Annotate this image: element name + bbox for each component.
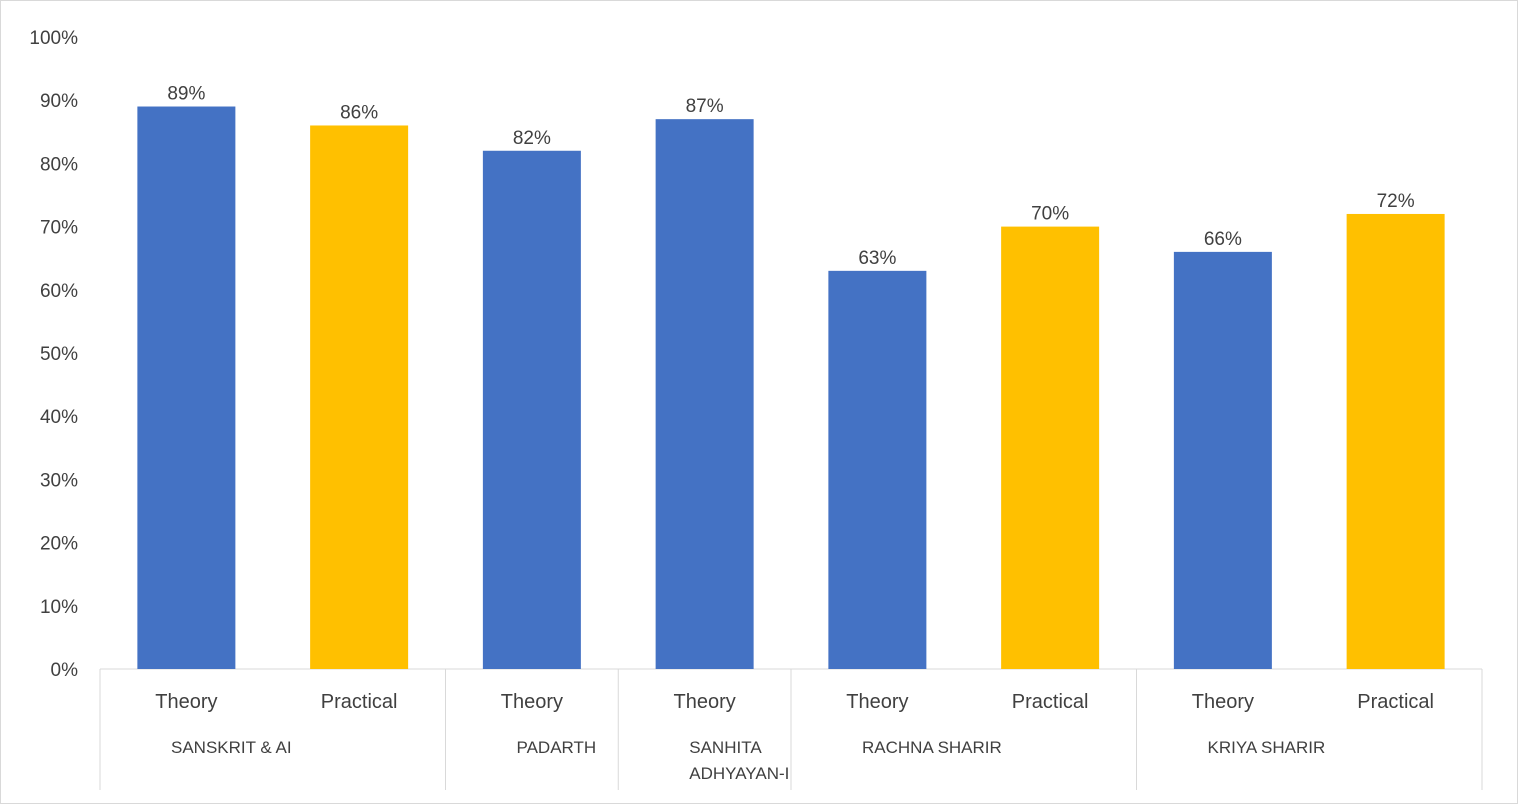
group-label: PADARTH <box>517 738 597 757</box>
data-label: 70% <box>1031 204 1069 225</box>
y-tick-label: 80% <box>40 154 78 175</box>
data-label: 66% <box>1204 229 1242 250</box>
data-label: 86% <box>340 102 378 123</box>
category-label: Practical <box>1012 691 1089 713</box>
category-label: Practical <box>1357 691 1434 713</box>
y-tick-label: 50% <box>40 344 78 365</box>
bar <box>828 270 927 669</box>
group-label: SANSKRIT & AI <box>171 738 292 757</box>
bar <box>1173 251 1272 669</box>
y-tick-label: 20% <box>40 534 78 555</box>
data-label: 72% <box>1377 191 1415 212</box>
data-label: 82% <box>513 128 551 149</box>
category-label: Theory <box>501 691 563 713</box>
bar <box>482 150 581 669</box>
category-label: Practical <box>321 691 398 713</box>
group-label: KRIYA SHARIR <box>1208 738 1326 757</box>
bar <box>310 125 409 670</box>
y-tick-label: 0% <box>51 660 79 681</box>
data-label: 87% <box>686 96 724 117</box>
group-label: SANHITA <box>689 738 762 757</box>
group-label: ADHYAYAN-I <box>689 764 789 783</box>
category-label: Theory <box>674 691 736 713</box>
y-tick-label: 40% <box>40 407 78 428</box>
y-tick-label: 30% <box>40 470 78 491</box>
category-label: Theory <box>155 691 217 713</box>
bar <box>1001 226 1100 669</box>
y-tick-label: 90% <box>40 91 78 112</box>
data-label: 63% <box>858 248 896 269</box>
bar <box>655 119 754 669</box>
category-label: Theory <box>1192 691 1254 713</box>
group-label: RACHNA SHARIR <box>862 738 1002 757</box>
category-label: Theory <box>846 691 908 713</box>
bar <box>1346 213 1445 669</box>
y-tick-label: 70% <box>40 218 78 239</box>
y-tick-label: 60% <box>40 281 78 302</box>
y-tick-label: 10% <box>40 597 78 618</box>
data-label: 89% <box>167 84 205 105</box>
y-tick-label: 100% <box>29 28 78 49</box>
bar <box>137 106 236 669</box>
